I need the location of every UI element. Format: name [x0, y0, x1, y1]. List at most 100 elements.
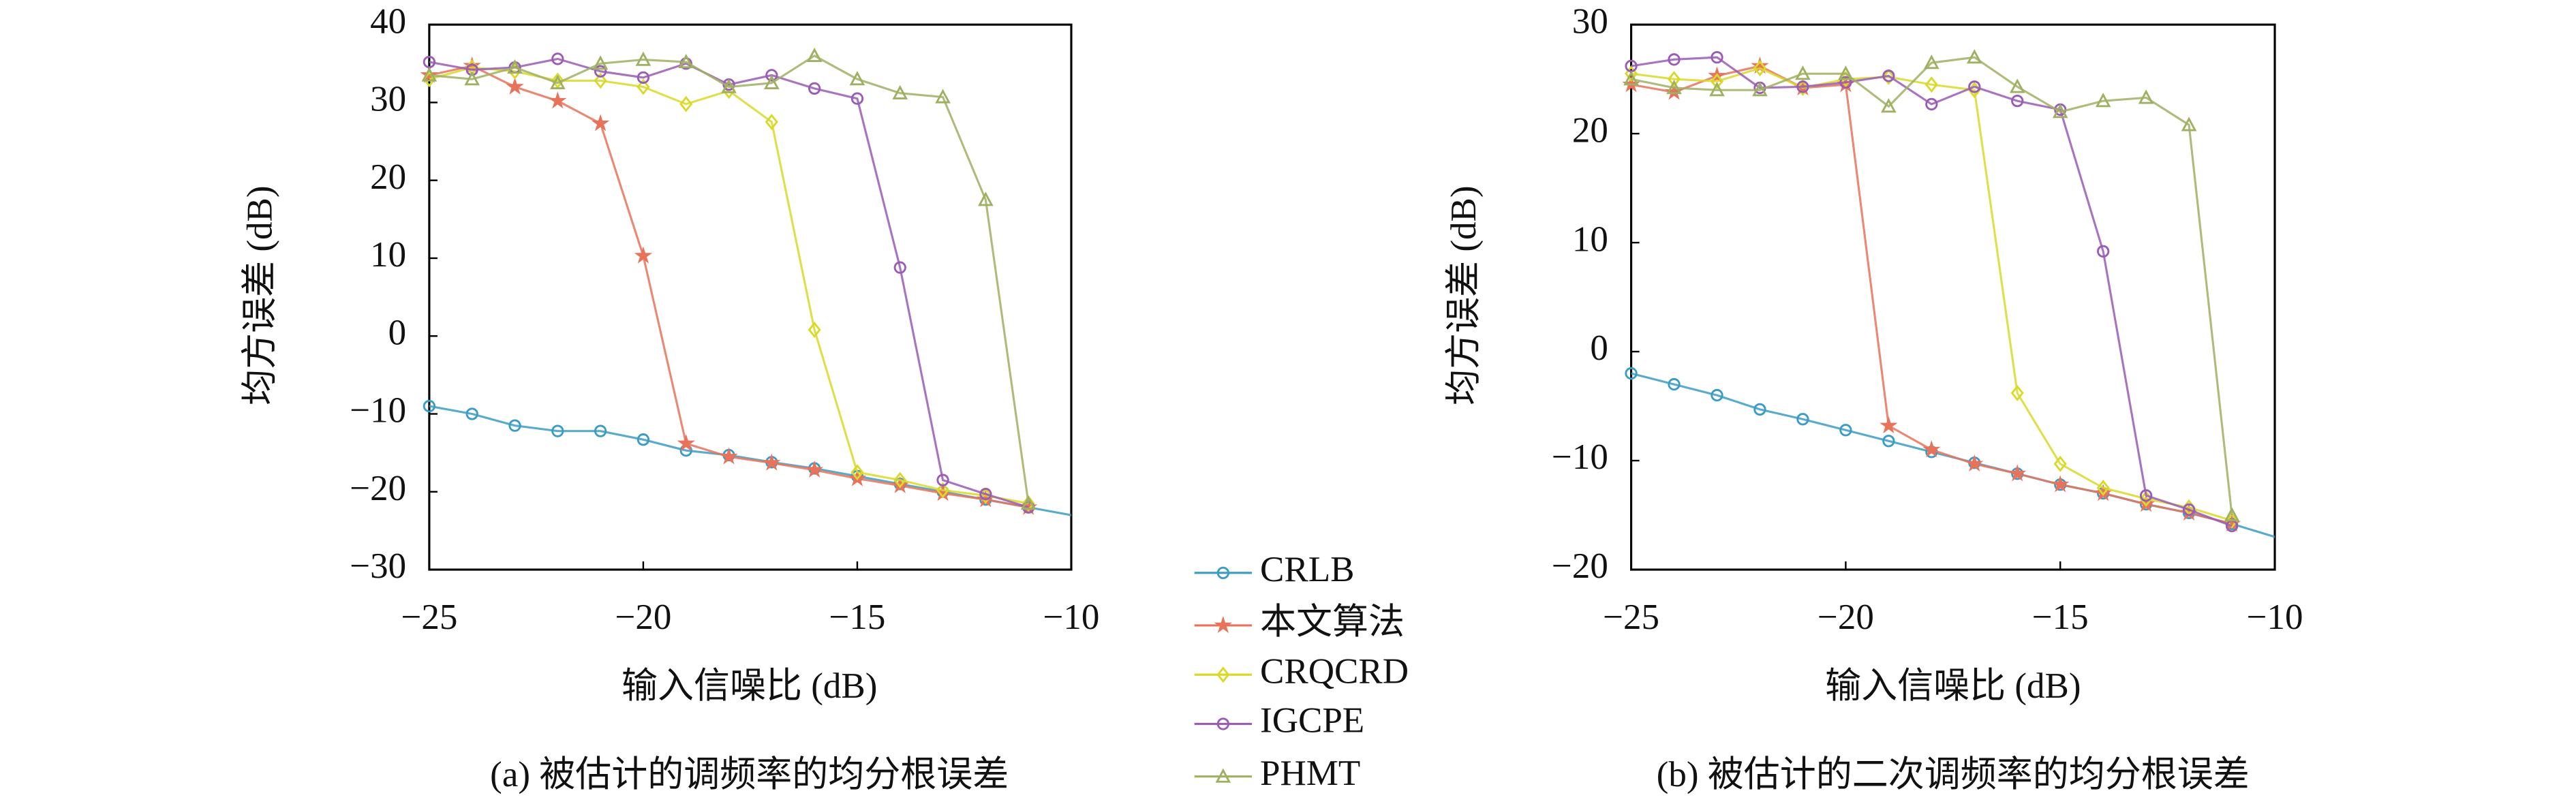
y-axis-label: 均方误差 (dB): [241, 185, 280, 405]
marker: [592, 55, 609, 70]
marker: [679, 57, 692, 70]
x-tick-label: −20: [615, 598, 671, 637]
marker: [421, 67, 438, 82]
x-tick-label: −15: [2032, 598, 2089, 637]
marker: [551, 52, 564, 65]
marker: [2224, 507, 2240, 522]
y-tick-label: 10: [370, 235, 406, 275]
series-line: [429, 57, 1029, 509]
marker: [1839, 76, 1852, 89]
marker: [2053, 455, 2067, 472]
marker: [892, 84, 908, 99]
marker: [1668, 53, 1681, 66]
marker: [1925, 76, 1938, 93]
marker: [1880, 416, 1898, 434]
marker: [506, 77, 524, 95]
marker: [765, 69, 778, 82]
marker: [1839, 424, 1852, 437]
marker: [1022, 495, 1035, 512]
marker: [1838, 65, 1854, 80]
marker: [764, 74, 780, 90]
marker: [594, 424, 607, 437]
marker: [1753, 60, 1767, 77]
series-line: [1631, 67, 2233, 522]
marker: [594, 65, 607, 78]
marker: [849, 71, 865, 86]
marker: [634, 246, 653, 264]
marker: [2096, 480, 2110, 497]
x-tick-label: −10: [2247, 598, 2303, 637]
legend-label: 本文算法: [1260, 602, 1405, 642]
y-tick-label: 0: [388, 313, 407, 352]
legend-label: PHMT: [1260, 754, 1360, 793]
marker: [549, 91, 567, 109]
series-line: [429, 65, 1029, 509]
marker: [1882, 435, 1895, 448]
marker: [635, 51, 651, 66]
marker: [805, 460, 824, 478]
y-tick-label: 30: [1572, 1, 1608, 41]
marker: [551, 72, 564, 89]
marker: [637, 78, 650, 95]
marker: [1923, 55, 1939, 69]
marker: [420, 65, 439, 83]
marker: [1965, 454, 1984, 472]
series-line: [1631, 65, 2233, 525]
marker: [423, 399, 436, 413]
marker: [765, 114, 778, 130]
marker: [591, 114, 610, 131]
marker: [1667, 71, 1681, 88]
y-tick-label: 40: [370, 1, 406, 41]
marker: [1711, 50, 1723, 64]
marker: [1623, 71, 1639, 86]
marker: [2008, 464, 2027, 482]
x-tick-label: −25: [401, 598, 457, 637]
marker: [893, 261, 906, 274]
series-line: [1631, 56, 2233, 527]
marker: [721, 78, 737, 93]
marker: [2052, 104, 2068, 119]
marker: [763, 453, 781, 471]
marker: [508, 419, 521, 432]
marker: [1666, 79, 1682, 95]
legend-marker: [1214, 616, 1233, 634]
y-tick-label: −20: [350, 469, 406, 508]
marker: [637, 433, 650, 446]
chart-caption: (b) 被估计的二次调频率的均分根误差: [1657, 755, 2250, 794]
marker: [850, 92, 864, 105]
y-tick-label: 30: [370, 80, 406, 119]
y-tick-label: −10: [350, 391, 406, 431]
marker: [2225, 512, 2239, 529]
marker: [2139, 489, 2153, 502]
marker: [2095, 93, 2111, 108]
legend-marker: [1216, 666, 1230, 683]
marker: [1709, 82, 1725, 97]
marker: [1752, 82, 1768, 97]
marker: [1968, 80, 1981, 93]
plot-frame: [428, 23, 1073, 571]
legend-marker: [1215, 768, 1231, 783]
legend-label: CRLB: [1260, 550, 1354, 589]
marker: [1624, 65, 1638, 82]
series-line: [1631, 56, 2233, 516]
marker: [893, 471, 907, 489]
legend-label: IGCPE: [1260, 701, 1364, 741]
marker: [637, 71, 650, 84]
marker: [808, 82, 821, 95]
marker: [2009, 78, 2025, 93]
y-tick-label: 20: [1572, 110, 1608, 150]
marker: [507, 59, 523, 74]
legend-marker: [1216, 717, 1229, 730]
marker: [2138, 89, 2154, 104]
chart-caption: (a) 被估计的调频率的均分根误差: [490, 755, 1009, 794]
marker: [2182, 503, 2196, 516]
marker: [806, 47, 823, 63]
marker: [464, 71, 480, 86]
marker: [936, 474, 949, 486]
x-axis-label: 输入信噪比 (dB): [1825, 666, 2081, 706]
marker: [1668, 377, 1681, 391]
marker: [1753, 403, 1766, 416]
series-line: [1631, 372, 2275, 538]
y-tick-label: 0: [1590, 328, 1608, 368]
y-tick-label: −30: [350, 546, 406, 586]
